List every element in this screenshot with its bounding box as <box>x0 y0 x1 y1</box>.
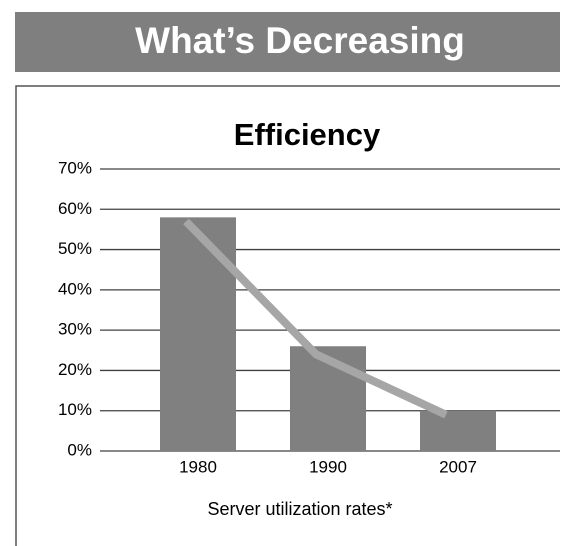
y-tick-label: 0% <box>67 440 92 459</box>
y-tick-label: 10% <box>58 400 92 419</box>
x-tick-label: 1980 <box>179 457 217 476</box>
x-tick-label: 2007 <box>439 457 477 476</box>
bar <box>420 410 496 451</box>
y-tick-label: 70% <box>58 158 92 177</box>
bar <box>160 217 236 451</box>
header-title: What’s Decreasing <box>135 20 465 61</box>
y-tick-label: 40% <box>58 279 92 298</box>
header-banner <box>15 12 560 72</box>
chart-frame <box>15 85 560 546</box>
x-tick-label: 1990 <box>309 457 347 476</box>
y-tick-label: 20% <box>58 360 92 379</box>
y-tick-label: 50% <box>58 239 92 258</box>
y-tick-label: 60% <box>58 199 92 218</box>
x-axis-label: Server utilization rates* <box>207 499 392 519</box>
y-tick-label: 30% <box>58 320 92 339</box>
line <box>183 218 448 419</box>
chart-title: Efficiency <box>234 117 381 152</box>
